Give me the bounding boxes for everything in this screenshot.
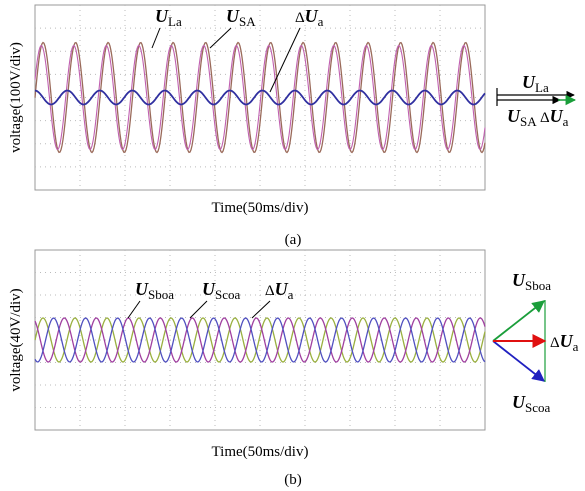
subscript: La xyxy=(535,80,549,95)
symbol: U xyxy=(305,6,319,26)
symbol: U xyxy=(522,72,536,92)
figure: voltage(100V/div)ULaUSAΔUaTime(50ms/div)… xyxy=(0,0,585,491)
symbol: U xyxy=(507,106,521,126)
symbol: U xyxy=(550,106,564,126)
math-label: ΔUa xyxy=(550,331,579,354)
y-axis-label: voltage(100V/div) xyxy=(8,42,24,153)
subscript: a xyxy=(563,114,569,129)
subscript: Sboa xyxy=(148,287,174,302)
math-label: USboa xyxy=(512,270,551,293)
subscript: a xyxy=(288,287,294,302)
symbol: U xyxy=(512,392,526,412)
math-label: USA xyxy=(507,106,537,129)
prefix: Δ xyxy=(550,335,560,351)
subscript: SA xyxy=(520,114,537,129)
math-label: ΔUa xyxy=(540,106,569,129)
subscript: SA xyxy=(239,14,256,29)
vector-diagram-b xyxy=(493,300,545,382)
prefix: Δ xyxy=(265,283,275,299)
symbol: U xyxy=(275,279,289,299)
symbol: U xyxy=(155,6,169,26)
symbol: U xyxy=(560,331,574,351)
prefix: Δ xyxy=(295,10,305,26)
math-label: UScoa xyxy=(512,392,551,415)
subscript: Scoa xyxy=(215,287,241,302)
vector-arrow xyxy=(493,301,544,341)
vector-arrow xyxy=(493,341,544,381)
symbol: U xyxy=(512,270,526,290)
caption: (b) xyxy=(284,472,302,488)
x-axis-label: Time(50ms/div) xyxy=(212,444,309,460)
subscript: Scoa xyxy=(525,400,551,415)
prefix: Δ xyxy=(540,110,550,126)
symbol: U xyxy=(135,279,149,299)
y-axis-label: voltage(40V/div) xyxy=(8,288,24,391)
symbol: U xyxy=(202,279,216,299)
subscript: Sboa xyxy=(525,278,551,293)
caption: (a) xyxy=(285,232,302,248)
subscript: a xyxy=(318,14,324,29)
math-label: ULa xyxy=(522,72,549,95)
subscript: La xyxy=(168,14,182,29)
symbol: U xyxy=(226,6,240,26)
x-axis-label: Time(50ms/div) xyxy=(212,200,309,216)
subscript: a xyxy=(573,339,579,354)
